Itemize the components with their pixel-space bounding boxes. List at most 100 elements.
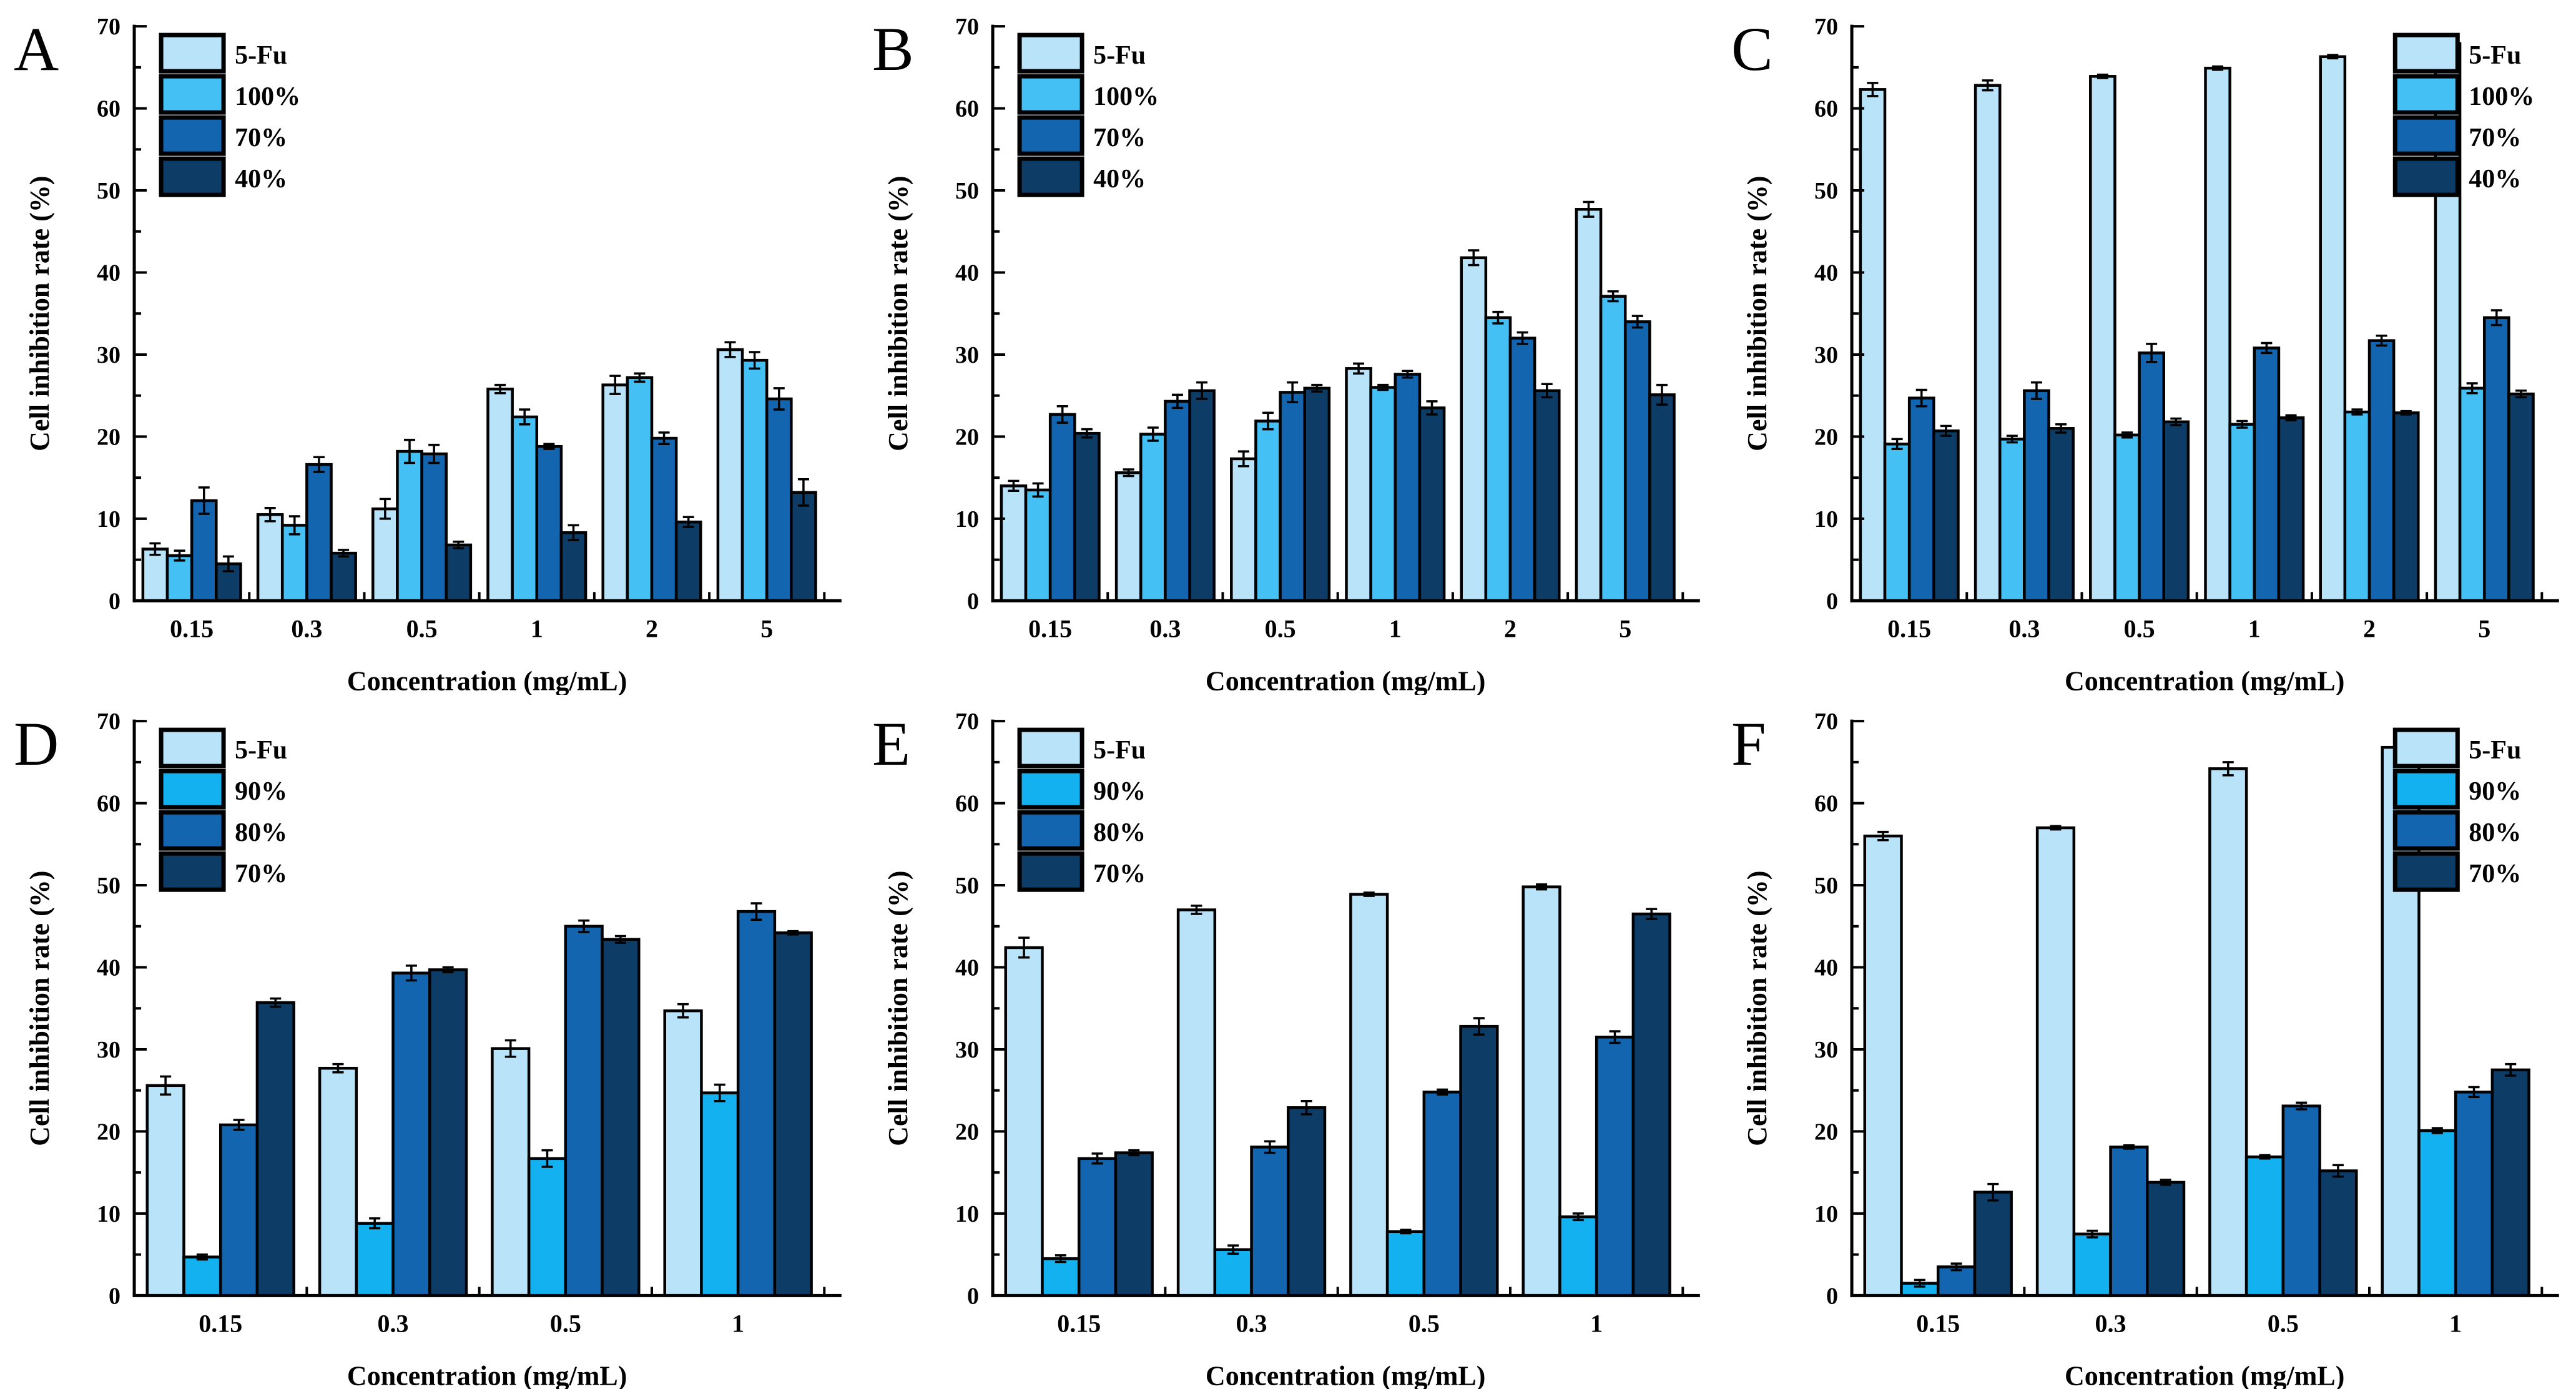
- error-bar: [568, 524, 579, 541]
- y-tick-label: 20: [955, 424, 979, 450]
- error-bar: [1227, 1244, 1239, 1255]
- bar-C-0.15-70%: [1907, 396, 1935, 602]
- bar-C-0.5-5-Fu: [2088, 75, 2116, 602]
- legend-label-90%: 90%: [2469, 777, 2521, 806]
- error-bar: [1607, 290, 1619, 303]
- error-bar: [2332, 1164, 2344, 1177]
- bar-F-1-90%: [2417, 1129, 2457, 1297]
- error-bar: [1867, 82, 1879, 97]
- error-bar: [2211, 65, 2223, 71]
- y-tick-label: 20: [955, 1119, 979, 1145]
- bar-B-0.15-5-Fu: [1000, 484, 1028, 602]
- x-tick-label: 0.5: [550, 1309, 581, 1337]
- x-tick-label: 0.3: [378, 1309, 409, 1337]
- y-ticks: [993, 25, 1006, 602]
- error-bar: [1196, 381, 1208, 400]
- y-tick-label: 70: [1814, 709, 1838, 735]
- panel-B: 0 10 20 30 40 50 60 70 0.15 0.3 0.5 1 2 5 Concentratio…: [858, 0, 1718, 695]
- panel-letter-D: D: [14, 709, 59, 778]
- bar-B-1-40%: [1418, 406, 1446, 602]
- error-bar: [1057, 405, 1069, 424]
- bar-F-0.5-70%: [2318, 1169, 2358, 1297]
- legend-swatch-80%: [2392, 810, 2460, 851]
- bar-F-0.3-80%: [2108, 1145, 2149, 1297]
- error-bar: [2097, 73, 2108, 79]
- bar-D-0.15-80%: [219, 1123, 259, 1297]
- bar-E-1-80%: [1595, 1035, 1635, 1297]
- bar-F-0.15-70%: [1973, 1190, 2013, 1297]
- bar-D-0.5-70%: [601, 938, 641, 1297]
- bar-E-0.3-70%: [1287, 1106, 1327, 1297]
- y-axis-title: Cell inhibition rate (%): [1742, 870, 1772, 1146]
- panel-letter-A: A: [14, 14, 59, 84]
- error-bar: [198, 486, 210, 515]
- bar-C-0.5-40%: [2162, 420, 2190, 602]
- y-tick-label: 60: [955, 790, 979, 817]
- error-bar: [2006, 434, 2018, 444]
- error-bar: [1492, 310, 1504, 325]
- bar-F-0.5-5-Fu: [2208, 767, 2248, 1297]
- panel-E-chart: 0 10 20 30 40 50 60 70 0.15 0.3 0.5 1 Concentration …: [872, 709, 1701, 1389]
- error-bar: [2123, 1144, 2135, 1150]
- legend-label-70%: 70%: [235, 860, 287, 888]
- error-bar: [658, 431, 670, 446]
- legend-label-40%: 40%: [235, 165, 287, 194]
- bar-B-2-70%: [1509, 336, 1536, 602]
- error-bar: [1987, 1182, 1998, 1202]
- legend-swatch-70%: [1017, 115, 1084, 156]
- error-bar: [428, 443, 440, 464]
- x-tick-label: 0.5: [2268, 1309, 2299, 1337]
- y-ticks: [134, 719, 147, 1297]
- axes-B: [991, 24, 1701, 602]
- y-tick-label: 40: [97, 260, 120, 287]
- error-bar: [2295, 1101, 2307, 1111]
- x-ticks: [248, 592, 826, 601]
- error-bar: [2376, 334, 2387, 347]
- bar-B-2-5-Fu: [1460, 256, 1488, 602]
- legend-F: 5-Fu 90% 80% 70%: [2392, 727, 2521, 892]
- error-bar: [1018, 936, 1030, 958]
- x-axis-title: Concentration (mg/mL): [2065, 665, 2345, 694]
- error-bar: [2055, 423, 2067, 434]
- bars-group-B: [1000, 200, 1676, 602]
- panel-A-chart: 0 10 20 30 40 50 60 70 0.15 0.3 0.5 1 2 5 Concentratio…: [14, 14, 842, 695]
- error-bar: [1148, 426, 1159, 442]
- bar-D-0.15-90%: [182, 1255, 222, 1297]
- x-tick-label: 1: [1590, 1309, 1603, 1337]
- bar-E-0.5-90%: [1386, 1230, 1426, 1297]
- panel-F: 0 10 20 30 40 50 60 70 0.15 0.3 0.5 1 Concentration …: [1717, 694, 2576, 1389]
- legend-swatch-5-Fu: [1017, 727, 1084, 768]
- x-tick-label: 0.5: [406, 614, 438, 642]
- bars-group-E: [1004, 883, 1672, 1297]
- error-bar: [773, 387, 785, 411]
- y-tick-label: 0: [109, 588, 120, 614]
- bar-A-0.15-5-Fu: [141, 547, 169, 602]
- bar-A-5-5-Fu: [716, 348, 744, 602]
- legend-swatch-40%: [159, 156, 226, 197]
- legend-swatch-100%: [1017, 74, 1084, 115]
- bar-B-2-40%: [1533, 389, 1561, 602]
- x-tick-label: 0.3: [1236, 1309, 1267, 1337]
- bar-A-0.3-5-Fu: [256, 513, 284, 602]
- legend-label-5-Fu: 5-Fu: [2469, 736, 2521, 765]
- bar-B-0.15-40%: [1073, 431, 1101, 602]
- bar-C-2-5-Fu: [2319, 55, 2346, 602]
- x-tick-label: 0.3: [291, 614, 322, 642]
- legend-swatch-100%: [2392, 74, 2460, 115]
- y-tick-label: 50: [955, 873, 979, 899]
- error-bar: [2222, 760, 2234, 777]
- error-bar: [2504, 1063, 2516, 1077]
- x-tick-label: 2: [646, 614, 658, 642]
- y-tick-label: 0: [109, 1283, 120, 1309]
- x-tick-label: 0.15: [1028, 614, 1072, 642]
- y-tick-label: 50: [1814, 178, 1838, 204]
- error-bar: [1128, 1149, 1140, 1156]
- bar-C-0.3-70%: [2022, 389, 2050, 602]
- y-tick-label: 40: [955, 955, 979, 981]
- error-bar: [1468, 249, 1480, 267]
- legend-swatch-5-Fu: [1017, 32, 1084, 74]
- y-ticks: [993, 719, 1006, 1297]
- error-bar: [379, 498, 391, 520]
- legend-A: 5-Fu 100% 70% 40%: [159, 32, 300, 197]
- bar-B-5-70%: [1624, 320, 1651, 602]
